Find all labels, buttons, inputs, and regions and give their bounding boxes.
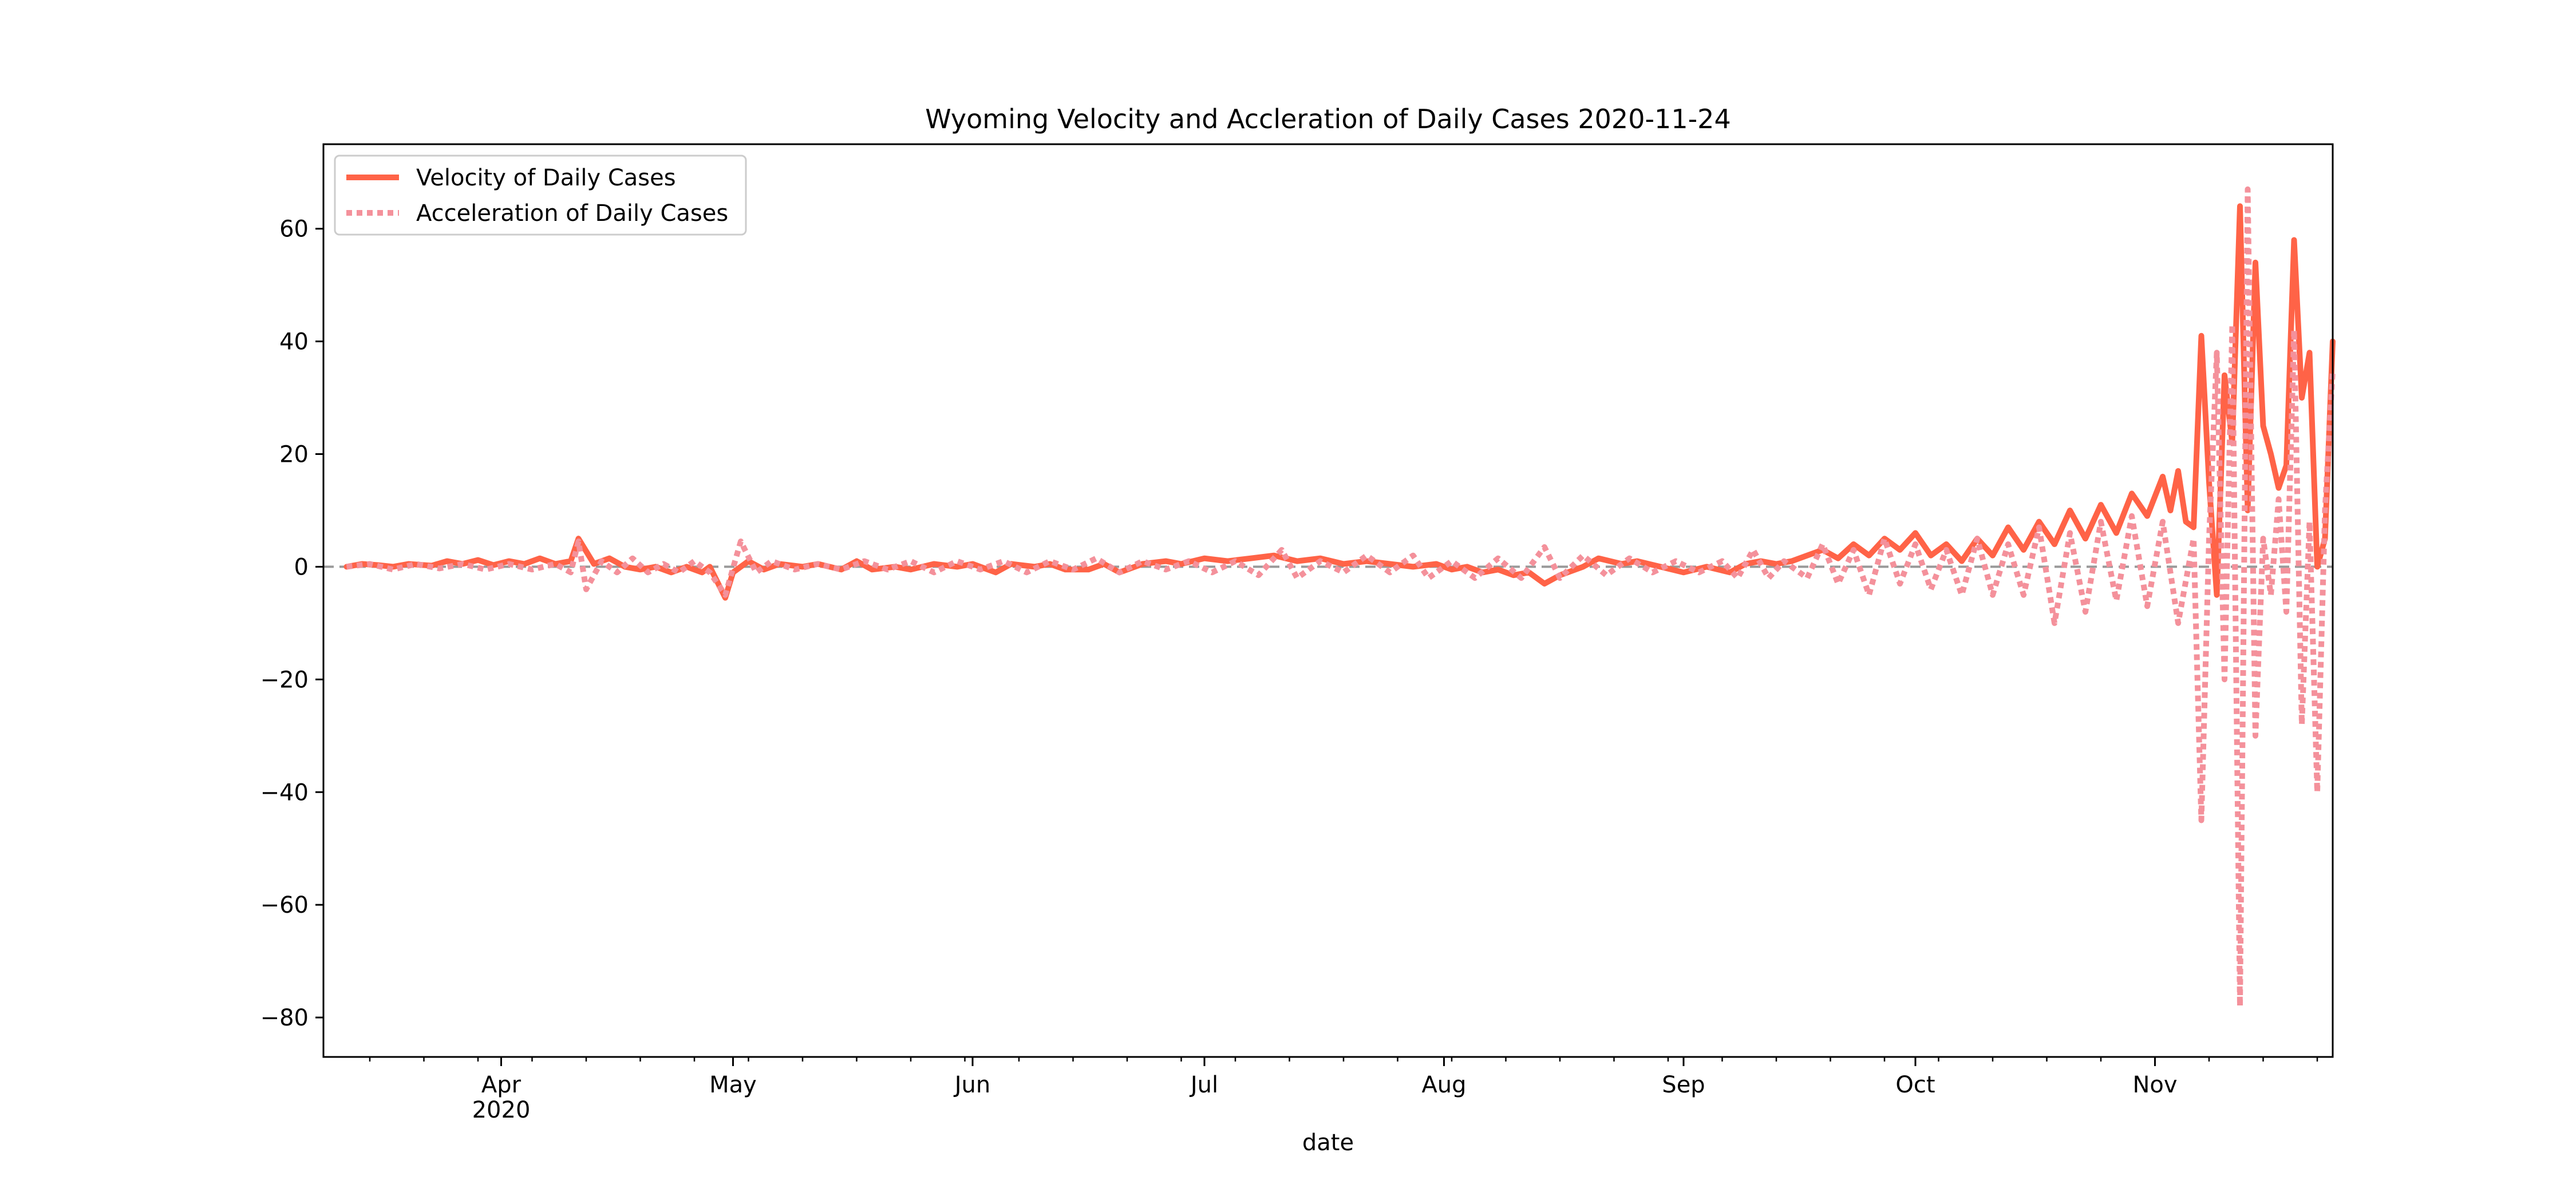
series-line-acceleration <box>346 186 2336 1009</box>
legend: Velocity of Daily Cases Acceleration of D… <box>334 155 747 236</box>
y-tick-label: 60 <box>279 216 309 243</box>
x-tick-sublabel: 2020 <box>472 1097 531 1123</box>
x-tick-label: Jun <box>953 1072 991 1098</box>
x-tick-label: Sep <box>1662 1072 1705 1098</box>
y-tick-label: 40 <box>279 329 309 355</box>
x-axis-label: date <box>1302 1130 1354 1156</box>
legend-label-acceleration: Acceleration of Daily Cases <box>416 200 728 227</box>
y-tick-label: −20 <box>260 667 309 693</box>
plot-content <box>323 186 2336 1009</box>
plot-frame <box>322 143 2334 1058</box>
x-tick-label: Jul <box>1189 1072 1218 1098</box>
y-tick-label: −80 <box>260 1005 309 1031</box>
y-tick-label: 0 <box>294 554 309 580</box>
x-tick-label: Apr <box>481 1072 521 1098</box>
x-tick-label: Oct <box>1895 1072 1935 1098</box>
y-tick-label: −40 <box>260 779 309 806</box>
legend-box <box>334 155 747 236</box>
legend-label-velocity: Velocity of Daily Cases <box>416 165 676 191</box>
y-axis: 60 40 20 0 −20 −40 −60 −80 <box>260 216 323 1031</box>
x-tick-label: May <box>709 1072 757 1098</box>
x-tick-label: Nov <box>2132 1072 2177 1098</box>
chart-title: Wyoming Velocity and Accleration of Dail… <box>925 104 1730 134</box>
y-tick-label: −60 <box>260 892 309 918</box>
x-tick-label: Aug <box>1421 1072 1466 1098</box>
y-tick-label: 20 <box>279 442 309 468</box>
series-line-velocity <box>343 203 2336 601</box>
